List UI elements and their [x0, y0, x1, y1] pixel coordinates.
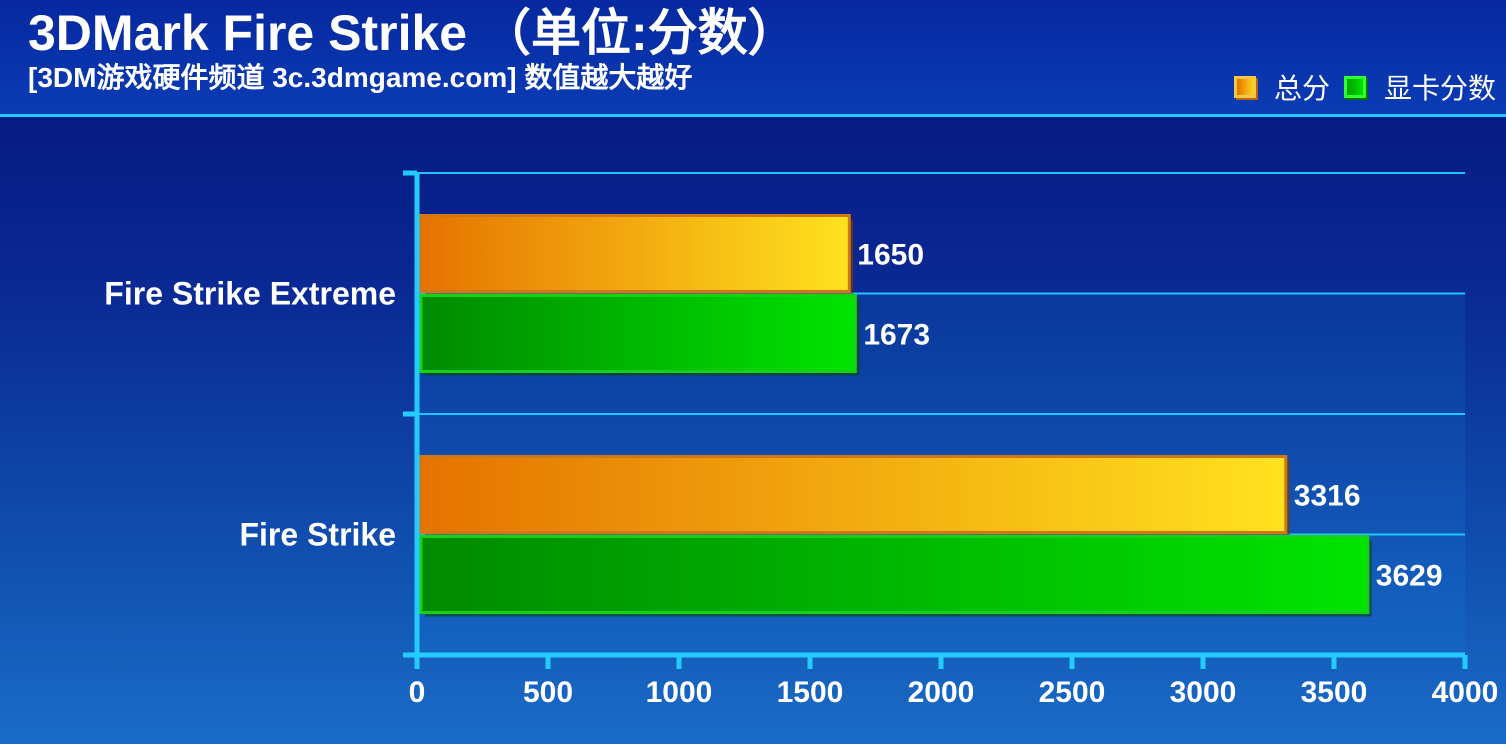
value-axis-tick-label: 2500: [1039, 676, 1106, 709]
legend-swatch-gpu: [1343, 76, 1366, 98]
data-label: 3629: [1376, 560, 1443, 593]
legend-item-gpu: 显卡分数: [1343, 67, 1496, 107]
data-label: 3316: [1294, 480, 1361, 513]
chart-title: 3DMark Fire Strike （单位:分数）: [28, 5, 798, 61]
value-axis-tick-label: 2000: [908, 676, 975, 709]
legend-label-total: 总分: [1273, 73, 1330, 104]
chart-header: 3DMark Fire Strike （单位:分数） [3DM游戏硬件频道 3c…: [0, 0, 1506, 117]
value-axis-tick-label: 3500: [1301, 676, 1368, 709]
chart-subtitle: [3DM游戏硬件频道 3c.3dmgame.com] 数值越大越好: [28, 62, 693, 93]
legend-swatch-total: [1233, 76, 1256, 98]
data-label: 1673: [863, 319, 930, 352]
data-label: 1650: [857, 239, 924, 272]
value-axis-tick-label: 1000: [646, 676, 713, 709]
legend: 总分 显卡分数: [1233, 67, 1496, 107]
legend-label-gpu: 显卡分数: [1383, 73, 1496, 104]
value-axis-tick-label: 1500: [777, 676, 844, 709]
value-axis-tick-label: 0: [409, 676, 426, 709]
value-axis-tick-label: 3000: [1170, 676, 1237, 709]
category-label: Fire Strike: [239, 517, 396, 553]
bar: [419, 214, 851, 293]
legend-item-total: 总分: [1233, 67, 1330, 107]
value-axis-tick-label: 500: [523, 676, 573, 709]
bar: [419, 535, 1370, 614]
value-axis-tick-label: 4000: [1432, 676, 1499, 709]
bar: [419, 455, 1288, 534]
category-label: Fire Strike Extreme: [104, 276, 396, 312]
bar: [419, 294, 857, 373]
